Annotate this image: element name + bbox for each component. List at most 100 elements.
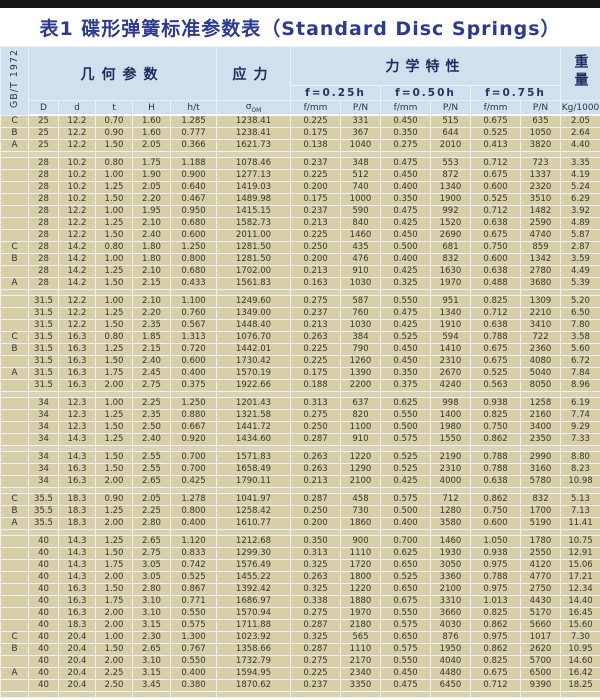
title-area: 表1 碟形弹簧标准参数表（Standard Disc Springs） [0,8,600,46]
data-cell: 12.2 [58,295,96,308]
data-cell: 12.34 [560,583,600,596]
data-cell: 20.4 [58,655,96,668]
data-cell: 910 [340,265,381,278]
data-cell: 31.5 [28,367,59,380]
data-cell: 0.263 [290,571,341,584]
data-cell: 1.00 [95,253,133,266]
data-cell: 16.3 [58,367,96,380]
data-cell: 0.275 [290,607,341,620]
data-cell: 0.250 [290,505,341,518]
data-cell: 0.825 [470,409,521,422]
data-cell: 28 [28,193,59,206]
col-d: d [58,100,96,116]
data-cell: 0.975 [470,631,521,644]
data-cell: 1.25 [95,307,133,320]
data-cell: 0.638 [470,475,521,488]
data-cell: 435 [340,241,381,254]
data-cell: 0.750 [470,241,521,254]
data-cell: 0.667 [170,421,217,434]
data-cell: 0.650 [380,631,431,644]
series-label [0,409,29,422]
data-cell: 34 [28,433,59,446]
data-cell: 9.29 [560,421,600,434]
data-cell: 1.00 [95,205,133,218]
data-cell: 0.680 [170,265,217,278]
data-cell: 28 [28,241,59,254]
data-cell: 0.350 [380,367,431,380]
data-cell: 0.550 [380,409,431,422]
data-cell: 28 [28,265,59,278]
series-label [0,475,29,488]
data-cell: 16.3 [58,343,96,356]
data-cell: 1950 [430,643,471,656]
data-cell: 7.84 [560,367,600,380]
data-cell: 2780 [520,265,561,278]
data-cell: 5.13 [560,493,600,506]
data-cell: 2.80 [132,517,171,530]
data-cell: 0.90 [95,493,133,506]
data-cell: 2.10 [132,265,171,278]
data-cell: 0.862 [470,493,521,506]
data-cell: 8050 [520,379,561,392]
data-cell: 900 [340,535,381,548]
data-cell: 1.80 [132,241,171,254]
data-cell: 1.50 [95,547,133,560]
data-cell: 876 [430,631,471,644]
series-label [0,583,29,596]
data-cell: 12.2 [58,229,96,242]
data-cell: 0.350 [290,535,341,548]
spacer-cell [430,691,471,698]
data-cell: 2350 [520,433,561,446]
data-cell: 1415.15 [216,205,291,218]
data-cell: 2340 [340,667,381,680]
data-cell: 1.013 [470,595,521,608]
data-cell: 0.488 [470,277,521,290]
data-cell: 0.450 [380,343,431,356]
data-cell: 0.313 [290,547,341,560]
series-label: B [0,343,29,356]
col-pn-050: P/N [430,100,471,116]
data-cell: 1.75 [95,595,133,608]
data-cell: 34 [28,463,59,476]
data-cell: 0.862 [470,619,521,632]
data-cell: 0.833 [170,547,217,560]
stress-header: 应力 [216,46,291,101]
data-cell: 28 [28,229,59,242]
data-cell: 1.00 [95,397,133,410]
data-cell: 760 [340,307,381,320]
data-cell: 40 [28,631,59,644]
table-body: C 25 12.2 0.70 1.60 1.285 1238.41 0.225 331 0.450… [0,114,600,698]
data-cell: 1561.83 [216,277,291,290]
data-cell: 2750 [520,583,561,596]
data-cell: 40 [28,571,59,584]
series-label: C [0,114,29,128]
data-cell: 12.2 [58,307,96,320]
data-cell: 2.00 [95,517,133,530]
data-cell: 0.163 [290,277,341,290]
data-cell: 1.85 [132,331,171,344]
data-cell: 0.325 [290,559,341,572]
data-cell: 1076.70 [216,331,291,344]
data-cell: 1930 [430,547,471,560]
series-label [0,433,29,446]
data-cell: 12.2 [58,319,96,332]
series-label: A [0,139,29,152]
data-cell: 331 [340,114,381,128]
data-cell: 2.00 [95,619,133,632]
series-label [0,619,29,632]
data-cell: 1410 [430,343,471,356]
data-cell: 0.450 [380,667,431,680]
data-cell: 1900 [430,193,471,206]
data-cell: 1.250 [170,397,217,410]
data-cell: 1.25 [95,535,133,548]
data-cell: 1040 [340,139,381,152]
page-title: 表1 碟形弹簧标准参数表（Standard Disc Springs） [39,17,561,40]
data-cell: 28 [28,217,59,230]
data-cell: 3660 [430,607,471,620]
data-cell: 0.800 [170,505,217,518]
data-cell: 1238.41 [216,114,291,128]
data-cell: 0.625 [380,397,431,410]
data-cell: 31.5 [28,355,59,368]
data-cell: 0.525 [470,127,521,140]
data-cell: 0.450 [380,355,431,368]
